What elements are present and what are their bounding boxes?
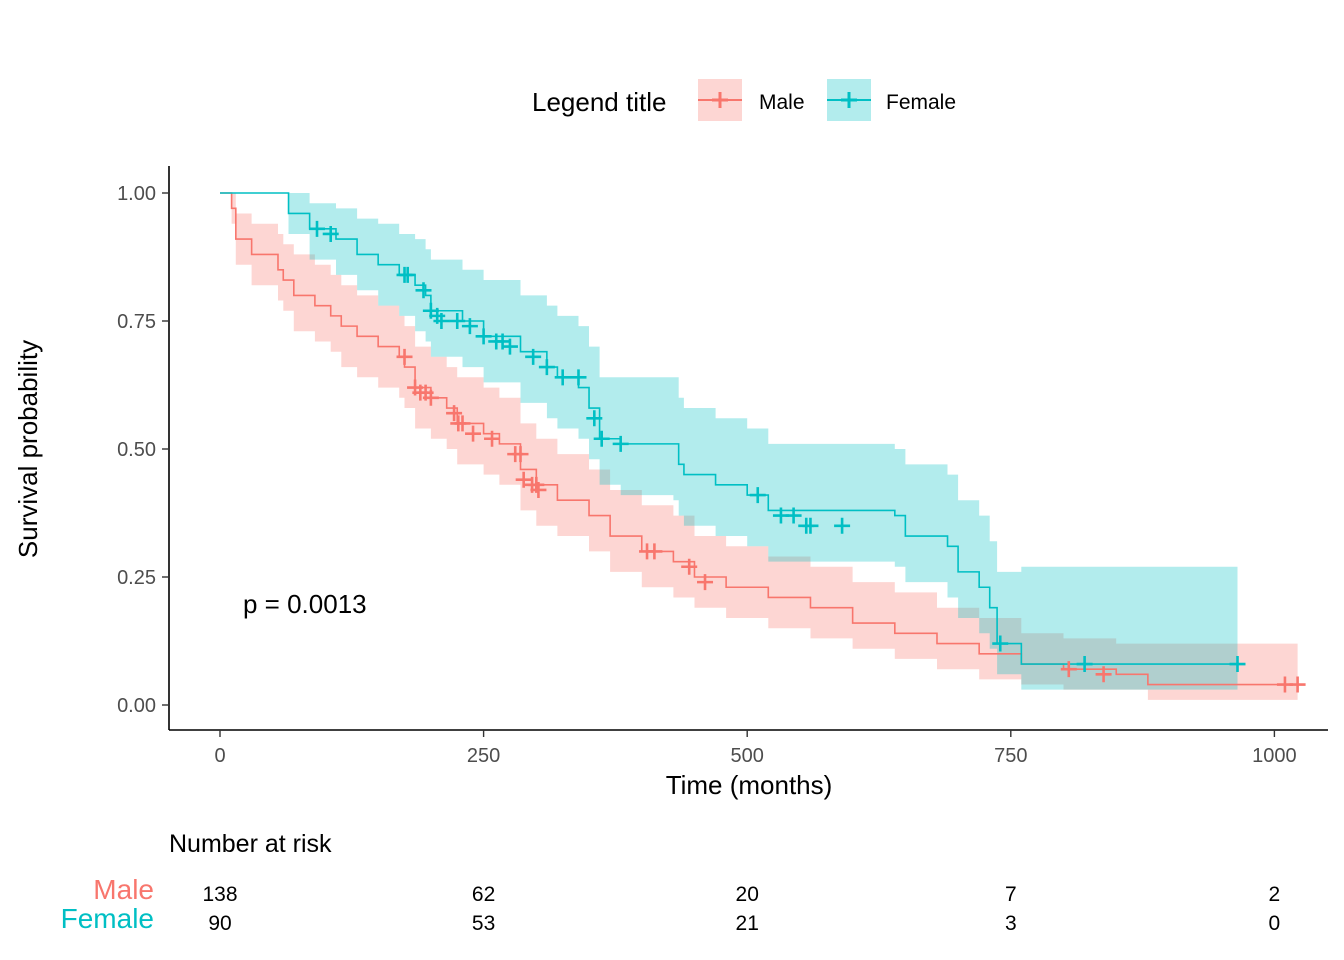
x-tick-label: 250 xyxy=(467,745,500,767)
risk-count-female: 0 xyxy=(1269,912,1281,935)
x-tick-label: 1000 xyxy=(1252,745,1297,767)
risk-count-male: 138 xyxy=(202,883,237,906)
risk-count-male: 7 xyxy=(1005,883,1017,906)
censor-mark-female xyxy=(433,313,450,329)
legend-key-male-plus-icon xyxy=(712,92,728,108)
censor-mark-female xyxy=(554,369,571,386)
censor-mark-female xyxy=(785,507,802,524)
survival-curves xyxy=(220,192,1298,686)
risk-count-female: 3 xyxy=(1005,912,1017,935)
legend: Legend title Male Female xyxy=(532,79,956,121)
risk-table-title: Number at risk xyxy=(169,830,332,858)
censor-mark-female xyxy=(612,435,629,452)
p-value-annotation: p = 0.0013 xyxy=(243,589,367,619)
risk-count-male: 62 xyxy=(472,883,495,906)
risk-table: Number at risk Male Female 138 62 20 7 2 90 53… xyxy=(61,830,1281,935)
censor-mark-male xyxy=(484,430,501,447)
censor-mark-male xyxy=(515,471,532,488)
risk-strata-male: Male xyxy=(93,874,154,905)
legend-item-male: Male xyxy=(698,79,805,121)
censor-mark-female xyxy=(593,430,610,447)
legend-title: Legend title xyxy=(532,87,666,117)
ci-band-male xyxy=(220,193,1298,700)
ci-band-female xyxy=(220,193,1238,690)
risk-count-female: 90 xyxy=(208,912,231,935)
censor-mark-male xyxy=(697,574,714,591)
censor-mark-male xyxy=(454,415,471,432)
risk-count-female: 21 xyxy=(736,912,759,935)
y-tick-label: 0.50 xyxy=(117,439,156,461)
censor-mark-male xyxy=(512,446,529,463)
x-tick-label: 0 xyxy=(214,745,225,767)
censor-mark-female xyxy=(802,517,819,534)
x-axis: 0 250 500 750 1000 xyxy=(169,729,1328,767)
confidence-bands xyxy=(220,193,1298,700)
censor-mark-female xyxy=(1076,656,1093,673)
censor-mark-male xyxy=(646,543,663,560)
censor-mark-male xyxy=(1060,661,1077,678)
risk-counts: 138 62 20 7 2 90 53 21 3 0 xyxy=(202,883,1280,935)
y-axis-title: Survival probability xyxy=(13,340,43,558)
censor-mark-male xyxy=(681,558,698,575)
censor-mark-female xyxy=(1229,656,1246,673)
legend-item-female: Female xyxy=(827,79,956,121)
censor-mark-male xyxy=(1289,676,1306,693)
censor-mark-female xyxy=(570,369,587,386)
censor-mark-male xyxy=(396,348,413,365)
x-ticks: 0 250 500 750 1000 xyxy=(214,730,1297,767)
censor-mark-male xyxy=(422,389,439,406)
legend-key-female-plus-icon xyxy=(841,92,857,108)
censor-mark-female xyxy=(322,225,339,242)
censor-mark-male xyxy=(530,481,547,498)
censor-mark-male xyxy=(1095,666,1112,683)
risk-count-female: 53 xyxy=(472,912,495,935)
y-tick-label: 0.00 xyxy=(117,695,156,717)
censor-mark-female xyxy=(525,348,542,365)
censor-mark-female xyxy=(415,282,432,299)
x-axis-title: Time (months) xyxy=(666,770,833,800)
censor-mark-female xyxy=(449,313,466,329)
censor-mark-female xyxy=(586,410,603,427)
y-tick-label: 0.25 xyxy=(117,567,156,589)
y-tick-label: 1.00 xyxy=(117,183,156,205)
y-ticks: 0.00 0.25 0.50 0.75 1.00 xyxy=(117,183,169,717)
y-axis: 0.00 0.25 0.50 0.75 1.00 xyxy=(117,166,170,730)
risk-count-male: 20 xyxy=(736,883,759,906)
risk-count-male: 2 xyxy=(1269,883,1281,906)
censor-mark-male xyxy=(465,425,482,442)
censor-mark-female xyxy=(501,338,518,355)
legend-label-female: Female xyxy=(886,91,956,114)
censor-marks xyxy=(309,220,1306,693)
x-tick-label: 500 xyxy=(731,745,764,767)
censor-mark-female xyxy=(992,635,1009,652)
censor-mark-female xyxy=(475,328,492,345)
censor-mark-female xyxy=(461,318,478,335)
survival-curve-male xyxy=(220,192,1298,686)
censor-mark-female xyxy=(834,517,851,534)
censor-mark-female xyxy=(399,266,416,283)
censor-mark-female xyxy=(749,487,766,504)
censor-mark-male xyxy=(446,405,463,422)
censor-mark-female xyxy=(538,359,555,376)
censor-mark-female xyxy=(309,220,326,237)
y-tick-label: 0.75 xyxy=(117,311,156,333)
risk-strata-female: Female xyxy=(61,903,154,934)
legend-label-male: Male xyxy=(759,91,805,114)
x-tick-label: 750 xyxy=(994,745,1027,767)
survival-curve-female xyxy=(220,192,1238,665)
